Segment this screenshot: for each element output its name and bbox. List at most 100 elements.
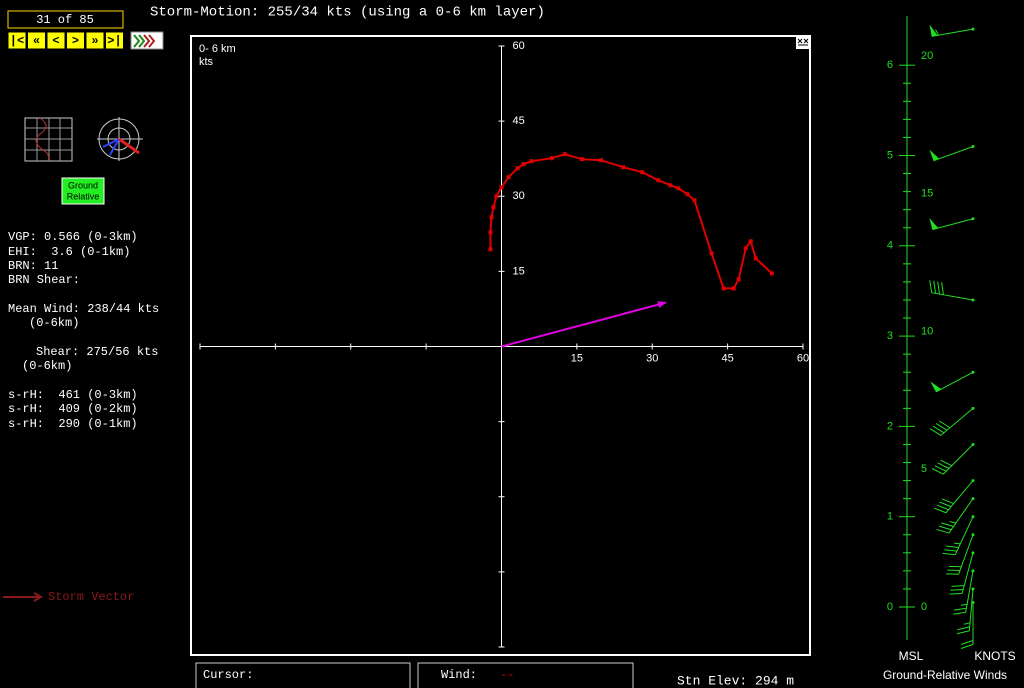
msl-label: MSL [899,649,924,663]
wind-barb [945,533,975,575]
storm-motion-header: Storm-Motion: 255/34 kts (using a 0-6 km… [150,5,545,21]
button-label: Ground [68,180,98,190]
parameter-line: VGP: 0.566 (0-3km) [8,230,138,244]
hodograph-point [562,152,567,157]
hodograph-point [676,186,681,191]
parameter-line: BRN Shear: [8,273,80,287]
barb-staff [945,534,974,575]
barb-station [971,27,975,31]
hodograph-point [721,286,726,291]
msl-tick-label: 6 [887,59,893,71]
parameter-line: s-rH: 290 (0-1km) [8,417,138,431]
nav-button[interactable] [66,31,85,50]
y-tick-label: 60 [513,40,525,52]
barb-staff [929,280,974,301]
hodograph-point [549,156,554,161]
nav-buttons: |< « < > » >| [7,31,124,50]
wind-box [417,662,634,688]
nav-button[interactable] [105,31,124,50]
x-tick-label: 30 [646,352,658,364]
skewt-icon[interactable] [24,117,73,162]
nav-button-label: >| [107,34,121,48]
barb-station [971,533,975,537]
barb-station [971,442,975,446]
hodograph-point [515,166,520,171]
barb-staff [942,516,974,556]
barb-station [971,479,975,483]
hodograph-point [598,158,603,163]
wind-barb [929,280,975,302]
barb-staff [935,371,974,393]
wind-value: -- [500,668,514,682]
knots-label: KNOTS [974,649,1015,663]
wind-barb [953,569,975,615]
zoom-icon[interactable] [796,37,810,49]
y-tick-label: 15 [513,265,525,277]
barb-staff [929,407,974,436]
barb-staff [936,498,974,534]
hodograph-point [656,178,661,183]
barb-pennant [930,381,942,392]
parameter-line: (0-6km) [22,359,72,373]
hodograph-point [499,185,504,190]
nav-button-label: » [91,34,98,48]
nav-button-label: < [52,34,59,48]
wind-barb [930,370,975,393]
nav-button[interactable] [27,31,46,50]
hodograph-point [769,271,774,276]
y-tick-label: 45 [513,115,525,127]
storm-vector-legend: Storm Vector [3,590,134,604]
frame-counter: 31 of 85 [36,13,94,27]
hodo-units: kts [199,56,214,68]
hodograph-icon[interactable] [97,117,143,161]
barb-staff [934,480,974,514]
parameter-line: s-rH: 409 (0-2km) [8,402,138,416]
parameter-line: Shear: 275/56 kts [36,345,158,359]
ground-relative-button[interactable]: Ground Relative [61,177,105,205]
barb-staff [933,146,974,162]
msl-tick-label: 0 [887,601,893,613]
wind-barb [929,406,975,436]
barb-station [971,587,975,591]
wind-profile: 0 1 2 3 4 5 6 0 5 10 15 20 [887,16,975,649]
x-tick-label: 45 [722,352,734,364]
barb-pennant [929,24,938,37]
hodograph-point [494,194,499,199]
cursor-box [195,662,411,688]
barb-staff [932,218,974,231]
wind-barb [929,217,975,231]
barb-station [971,298,975,302]
knot-tick-label: 10 [921,325,933,337]
msl-tick-label: 4 [887,240,893,252]
msl-tick-label: 2 [887,420,893,432]
nav-button[interactable] [7,31,27,50]
color-icon [130,31,164,50]
nav-button[interactable] [85,31,105,50]
hodograph-point [488,230,493,235]
wind-barb [942,515,975,556]
hodograph-point [491,205,496,210]
x-tick-label: 15 [571,352,583,364]
parameter-line: s-rH: 461 (0-3km) [8,388,138,402]
hodograph-frame [190,35,811,656]
barb-station [971,600,975,604]
cursor-label: Cursor: [203,668,253,682]
knot-tick-label: 20 [921,50,933,62]
nav-button-label: |< [10,34,24,48]
msl-tick-label: 3 [887,330,893,342]
parameter-line: EHI: 3.6 (0-1km) [8,245,130,259]
hodograph-point [731,286,736,291]
parameter-line: BRN: 11 [8,259,58,273]
knot-tick-label: 5 [921,463,927,475]
knot-tick-label: 0 [921,601,927,613]
barb-staff [956,588,974,635]
wind-barb [956,587,975,635]
wind-barb [949,551,975,595]
barb-staff [931,28,974,37]
wind-barb [929,144,975,162]
station-elevation: Stn Elev: 294 m [677,673,794,688]
hodograph-point [736,277,741,282]
nav-button[interactable] [46,31,66,50]
hodograph-point [709,251,714,256]
